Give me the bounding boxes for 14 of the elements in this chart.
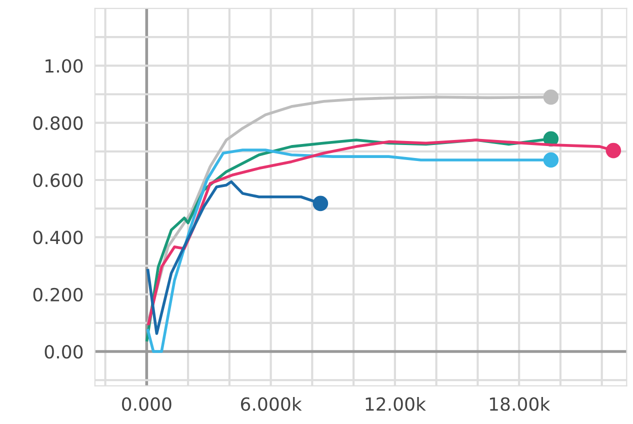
y-tick-label: 0.00 — [44, 344, 83, 359]
y-tick-label: 0.400 — [33, 230, 83, 244]
point — [312, 196, 328, 212]
y-tick-label: 0.800 — [33, 116, 83, 130]
x-tick-label: 6.000k — [241, 396, 302, 411]
y-tick-label: 0.600 — [33, 173, 83, 188]
x-tick-label: 12.00k — [366, 396, 426, 411]
point — [543, 152, 559, 168]
x-tick-label: 18.00k — [490, 396, 550, 411]
y-tick-label: 0.200 — [33, 288, 83, 302]
x-tick-label: 0.000 — [122, 397, 172, 411]
point — [606, 142, 622, 158]
y-tick-label: 1.00 — [46, 59, 83, 73]
point — [543, 89, 559, 105]
